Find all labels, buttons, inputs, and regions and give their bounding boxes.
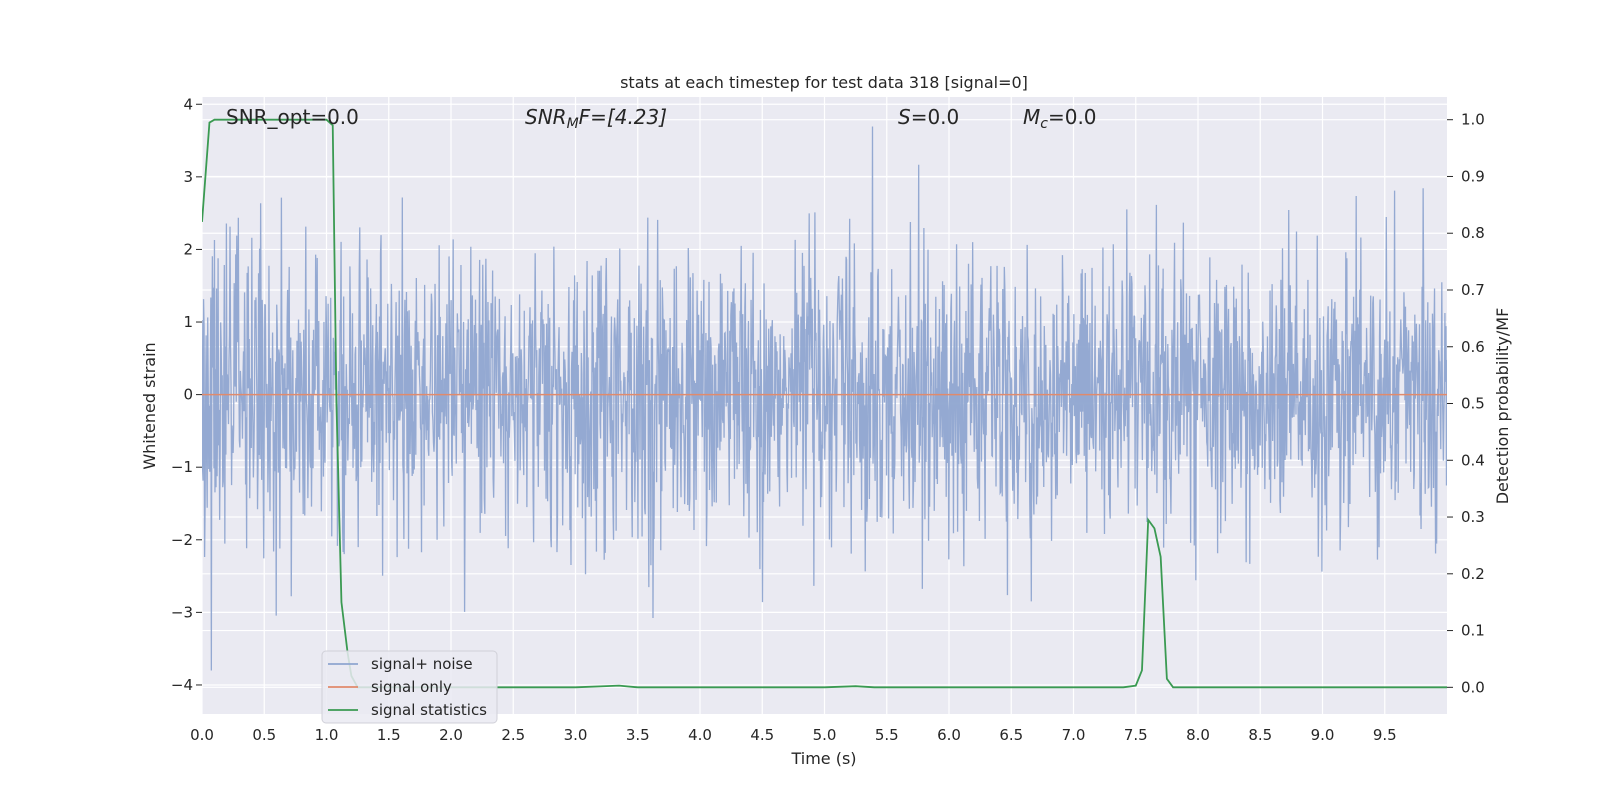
y-tick-label: −2 xyxy=(171,531,193,549)
x-tick-label: 1.0 xyxy=(315,726,339,744)
y-tick-label: 0 xyxy=(183,386,193,404)
annotation-mc: Mc=0.0 xyxy=(1023,105,1097,132)
y-tick-label: 2 xyxy=(183,240,193,258)
y2-tick-label: 0.5 xyxy=(1461,395,1485,413)
x-tick-label: 4.5 xyxy=(750,726,774,744)
annotation-mc-rest: =0.0 xyxy=(1048,105,1097,129)
x-tick-label: 1.5 xyxy=(377,726,401,744)
series-signal-noise xyxy=(202,126,1447,671)
y2-tick-labels: 0.0 0.1 0.2 0.3 0.4 0.5 0.6 0.7 0.8 0.9 1.0 xyxy=(1447,111,1485,696)
x-tick-label: 5.0 xyxy=(813,726,837,744)
y-tick-label: 4 xyxy=(183,95,193,113)
y-tick-label: 3 xyxy=(183,168,193,186)
y-tick-label: −1 xyxy=(171,458,193,476)
line-signal-noise xyxy=(202,126,1447,671)
legend-box xyxy=(321,650,498,724)
y2-tick-label: 0.8 xyxy=(1461,224,1485,242)
legend-label-signal-statistics: signal statistics xyxy=(371,701,487,719)
annotation-snr-mf: SNRMF=[4.23] xyxy=(525,105,667,132)
x-tick-label: 8.5 xyxy=(1248,726,1272,744)
annotation-mc-main: M xyxy=(1023,105,1040,129)
legend-label-signal-noise: signal+ noise xyxy=(371,655,473,673)
annotation-snr-mf-rest: F=[4.23] xyxy=(579,105,667,129)
y2-tick-label: 0.2 xyxy=(1461,565,1485,583)
x-tick-label: 0.5 xyxy=(252,726,276,744)
x-tick-label: 3.0 xyxy=(564,726,588,744)
annotation-s-rest: =0.0 xyxy=(911,105,960,129)
chart-title: stats at each timestep for test data 318… xyxy=(620,73,1028,92)
legend-label-signal-only: signal only xyxy=(371,678,452,696)
x-tick-label: 9.0 xyxy=(1311,726,1335,744)
annotation-mc-sub: c xyxy=(1040,116,1048,132)
y2-tick-label: 0.6 xyxy=(1461,338,1485,356)
x-tick-label: 6.5 xyxy=(999,726,1023,744)
y2-tick-label: 1.0 xyxy=(1461,111,1485,129)
x-tick-label: 2.0 xyxy=(439,726,463,744)
y-tick-label: 1 xyxy=(183,313,193,331)
x-tick-labels: 0.0 0.5 1.0 1.5 2.0 2.5 3.0 3.5 4.0 4.5 5.0 5.5 6.0 6… xyxy=(190,726,1397,744)
y2-axis-label: Detection probability/MF xyxy=(1493,308,1512,505)
x-tick-label: 7.0 xyxy=(1062,726,1086,744)
x-tick-label: 5.5 xyxy=(875,726,899,744)
x-tick-label: 9.5 xyxy=(1373,726,1397,744)
annotation-s-main: S xyxy=(898,105,911,129)
y-tick-labels: −4 −3 −2 −1 0 1 2 3 4 xyxy=(171,95,202,694)
line-signal-statistics xyxy=(202,118,1447,689)
y2-tick-label: 0.0 xyxy=(1461,678,1485,696)
x-tick-label: 4.0 xyxy=(688,726,712,744)
x-tick-label: 7.5 xyxy=(1124,726,1148,744)
y-tick-label: −3 xyxy=(171,603,193,621)
annotation-snr-opt: SNR_opt=0.0 xyxy=(226,105,359,129)
x-tick-label: 8.0 xyxy=(1186,726,1210,744)
y-tick-label: −4 xyxy=(171,676,193,694)
y2-tick-label: 0.4 xyxy=(1461,451,1485,469)
annotation-snr-mf-main: SNR xyxy=(525,105,567,129)
x-tick-label: 3.5 xyxy=(626,726,650,744)
y-axis-label: Whitened strain xyxy=(140,342,159,469)
x-tick-label: 2.5 xyxy=(501,726,525,744)
y2-tick-label: 0.3 xyxy=(1461,508,1485,526)
y2-tick-label: 0.9 xyxy=(1461,167,1485,185)
x-tick-label: 0.0 xyxy=(190,726,214,744)
legend: signal+ noise signal only signal statist… xyxy=(321,650,498,724)
series-signal-statistics xyxy=(202,118,1447,689)
y2-tick-label: 0.7 xyxy=(1461,281,1485,299)
x-axis-label: Time (s) xyxy=(790,749,856,768)
y2-tick-label: 0.1 xyxy=(1461,622,1485,640)
annotation-s: S=0.0 xyxy=(898,105,959,129)
annotation-snr-mf-sub: M xyxy=(567,116,579,132)
x-tick-label: 6.0 xyxy=(937,726,961,744)
